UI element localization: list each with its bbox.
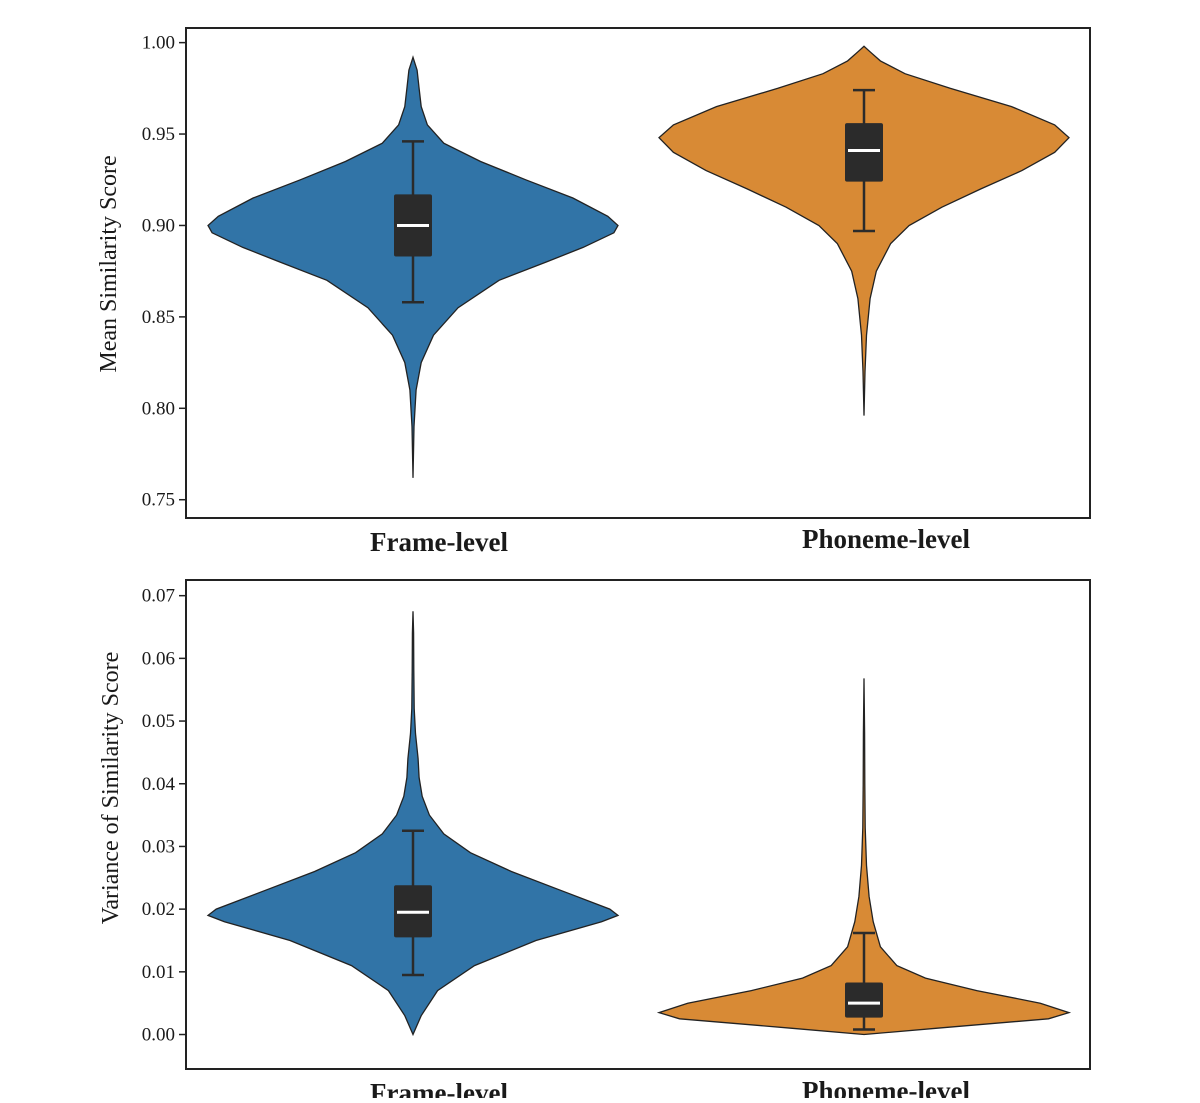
y-tick-label: 0.02 [142,899,175,920]
y-tick-label: 0.00 [142,1025,175,1046]
violins [206,611,1072,1037]
y-tick-label: 0.95 [142,124,175,145]
x-tick-label-phoneme-level: Phoneme-level [802,1076,970,1098]
variance-similarity-panel: 0.00 0.01 0.02 0.03 0.04 0.05 0.06 0.07 Frame-l… [98,579,1091,1103]
y-tick-label: 0.04 [142,774,176,795]
violin-phoneme-level [656,678,1072,1036]
iqr-box-phoneme-level [845,123,883,182]
y-tick-label: 0.90 [142,215,175,236]
x-tick-label-frame-level: Frame-level [370,527,508,557]
violins [207,45,1070,478]
y-tick-label: 1.00 [142,33,175,54]
y-tick-label: 0.01 [142,962,175,983]
y-tick-label: 0.07 [142,586,175,607]
y-ticks: 0.00 0.01 0.02 0.03 0.04 0.05 0.06 0.07 [142,586,186,1046]
plot-frame [185,27,1091,519]
x-tick-label-frame-level: Frame-level [370,1078,508,1098]
y-tick-label: 0.05 [142,711,175,732]
y-tick-label: 0.03 [142,836,175,857]
plot-frame [185,579,1091,1070]
y-tick-label: 0.80 [142,398,175,419]
y-tick-label: 0.85 [142,307,175,328]
x-tick-label-phoneme-level: Phoneme-level [802,524,970,554]
y-tick-label: 0.75 [142,490,175,511]
violin-frame-level [206,611,620,1037]
y-tick-label: 0.06 [142,648,175,669]
y-axis-title: Mean Similarity Score [96,155,122,372]
y-ticks: 0.75 0.80 0.85 0.90 0.95 1.00 [142,33,186,511]
mean-similarity-panel: 0.75 0.80 0.85 0.90 0.95 1.00 Frame-level Pho… [96,27,1091,557]
iqr-box-phoneme-level [845,982,883,1018]
y-axis-title: Variance of Similarity Score [98,652,124,925]
